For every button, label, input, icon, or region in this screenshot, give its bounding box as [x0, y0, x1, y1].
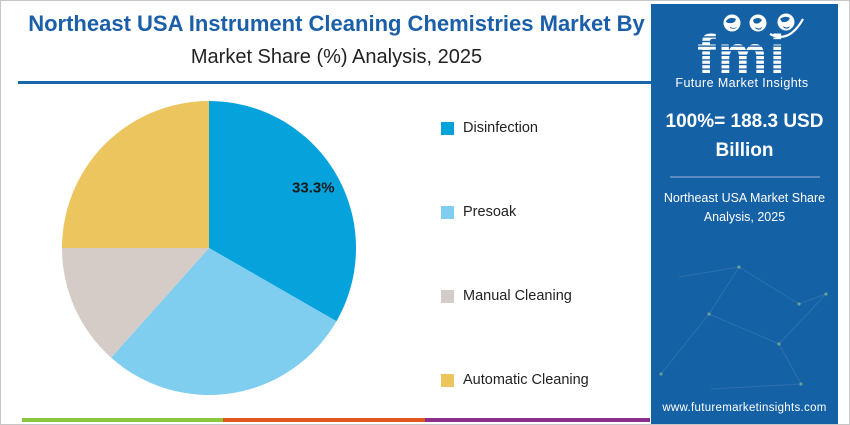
website-link: www.futuremarketinsights.com: [662, 402, 827, 414]
page-title: Northeast USA Instrument Cleaning Chemis…: [28, 11, 645, 36]
brand-sidebar: fmi Future Market Insights 100%=: [651, 4, 838, 424]
globe-icon: [723, 14, 740, 32]
legend-swatch-presoak: [441, 205, 454, 219]
legend-item-disinfection: Disinfection: [441, 120, 589, 136]
market-value: 100%= 188.3 USD Billion: [665, 111, 824, 161]
legend-item-manual-cleaning: Manual Cleaning: [441, 288, 589, 304]
legend-swatch-manual-cleaning: [441, 289, 454, 303]
fmi-logo-subtext: Future Market Insights: [675, 76, 808, 90]
constellation-decoration: [659, 265, 828, 390]
globe-icon: [777, 13, 794, 31]
fmi-logo: fmi Future Market Insights: [675, 13, 808, 90]
footer-bar-segment-2: [223, 418, 425, 422]
legend-label: Presoak: [463, 204, 517, 220]
legend-swatch-disinfection: [441, 121, 454, 135]
legend-label: Disinfection: [463, 120, 538, 136]
pie-chart: 33.3%: [62, 101, 356, 395]
legend-label: Automatic Cleaning: [463, 372, 589, 388]
chart-legend: Disinfection Presoak Manual Cleaning Automa…: [441, 120, 589, 388]
pie-slice-automatic-cleaning: [62, 101, 209, 248]
footer-bar-segment-3: [425, 418, 650, 422]
legend-item-automatic-cleaning: Automatic Cleaning: [441, 372, 589, 388]
market-subtitle: Northeast USA Market Share Analysis, 202…: [663, 191, 826, 224]
sidebar-divider: [669, 176, 820, 178]
page-subtitle: Market Share (%) Analysis, 2025: [190, 46, 483, 68]
globe-icon: [749, 14, 766, 32]
logo-orbit-swoosh: [768, 18, 804, 38]
footer-accent-bar: [22, 418, 650, 422]
pie-slice-presoak: [111, 248, 337, 395]
pie-slice-manual-cleaning: [62, 248, 209, 358]
legend-item-presoak: Presoak: [441, 204, 589, 220]
pie-slice-label: 33.3%: [292, 180, 335, 197]
title-divider: [18, 81, 655, 84]
pie-slice-disinfection: [209, 101, 356, 322]
legend-label: Manual Cleaning: [463, 288, 572, 304]
legend-swatch-automatic-cleaning: [441, 373, 454, 387]
footer-bar-segment-1: [22, 418, 223, 422]
